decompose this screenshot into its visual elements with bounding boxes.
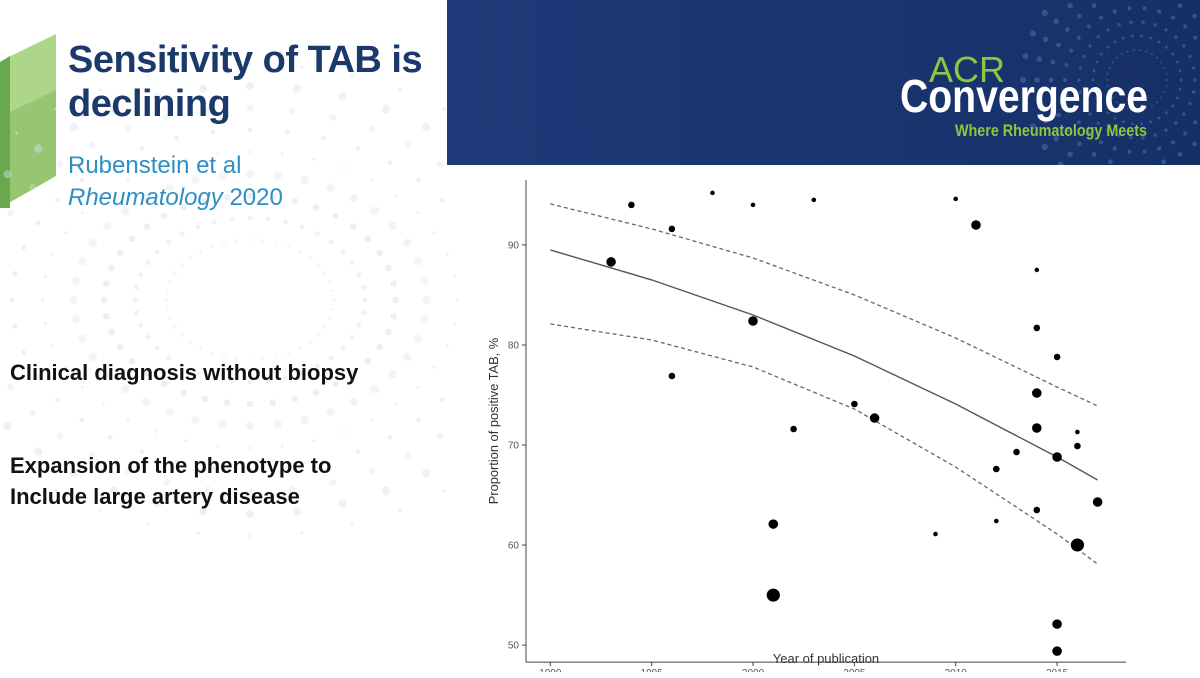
y-tick-label: 90 xyxy=(508,240,520,251)
data-point xyxy=(993,465,1000,473)
y-tick-label: 50 xyxy=(508,641,520,652)
data-point xyxy=(811,197,817,203)
ci-lower-line xyxy=(550,323,1098,565)
citation-authors: Rubenstein et al xyxy=(68,152,242,179)
data-point xyxy=(748,316,758,326)
data-point xyxy=(953,196,958,202)
x-tick-label: 2015 xyxy=(1046,668,1069,672)
data-point xyxy=(1075,429,1080,435)
data-point xyxy=(768,519,779,529)
data-point xyxy=(1032,423,1042,433)
slide-title: Sensitivity of TAB is declining xyxy=(68,39,423,125)
logo-main-text: Convergence xyxy=(900,70,1148,122)
data-point xyxy=(1070,538,1084,552)
logo-top-text: ACR xyxy=(929,49,1005,90)
data-point xyxy=(1033,506,1041,514)
data-point xyxy=(1033,324,1041,332)
data-point xyxy=(1013,448,1020,456)
data-point xyxy=(1074,442,1081,450)
x-tick-label: 1990 xyxy=(539,668,562,672)
header-banner xyxy=(447,0,1200,165)
bullet-large-artery-disease: Include large artery disease xyxy=(10,484,300,509)
x-tick-label: 2010 xyxy=(945,668,968,672)
bullet-phenotype-expansion: Expansion of the phenotype to xyxy=(10,453,332,478)
data-point xyxy=(766,588,780,602)
data-point xyxy=(933,531,938,537)
data-point xyxy=(628,201,635,209)
x-tick-label: 2005 xyxy=(843,668,866,672)
data-point xyxy=(971,220,981,230)
y-tick-label: 70 xyxy=(508,441,520,452)
data-point xyxy=(606,257,616,267)
y-axis-label: Proportion of positive TAB, % xyxy=(486,337,501,504)
data-point xyxy=(869,413,880,423)
x-tick-label: 2000 xyxy=(742,668,765,672)
data-point xyxy=(668,225,676,233)
data-point xyxy=(851,400,858,408)
data-point xyxy=(1034,267,1040,273)
citation-source: Rheumatology 2020 xyxy=(68,182,283,214)
data-point xyxy=(750,202,756,208)
scatter-chart: 1990 1995 2000 2005 2010 2015 50 60 70 80 90 Year … xyxy=(486,179,1126,672)
x-axis-label: Year of publication xyxy=(773,651,879,666)
data-point xyxy=(994,518,999,524)
bullet-clinical-diagnosis: Clinical diagnosis without biopsy xyxy=(10,360,359,385)
y-tick-label: 80 xyxy=(508,340,520,351)
data-point xyxy=(1092,497,1103,507)
citation-journal: Rheumatology xyxy=(68,184,223,211)
data-point xyxy=(1032,388,1042,398)
data-point xyxy=(668,372,676,380)
data-point xyxy=(710,190,715,196)
data-point xyxy=(1052,646,1062,656)
decorative-background xyxy=(0,34,459,538)
y-tick-label: 60 xyxy=(508,541,520,552)
ci-upper-line xyxy=(550,203,1098,407)
data-point xyxy=(1052,619,1062,629)
x-tick-label: 1995 xyxy=(641,668,664,672)
fit-line xyxy=(550,249,1098,481)
data-point xyxy=(790,425,797,433)
citation-year: 2020 xyxy=(229,184,283,211)
acr-convergence-logo: ACR Convergence Where Rheumatology Meets xyxy=(900,2,1198,165)
data-point xyxy=(1052,452,1062,462)
data-point xyxy=(1053,353,1061,361)
logo-tagline: Where Rheumatology Meets xyxy=(955,121,1147,140)
citation: Rubenstein et al Rheumatology 2020 xyxy=(68,150,283,214)
